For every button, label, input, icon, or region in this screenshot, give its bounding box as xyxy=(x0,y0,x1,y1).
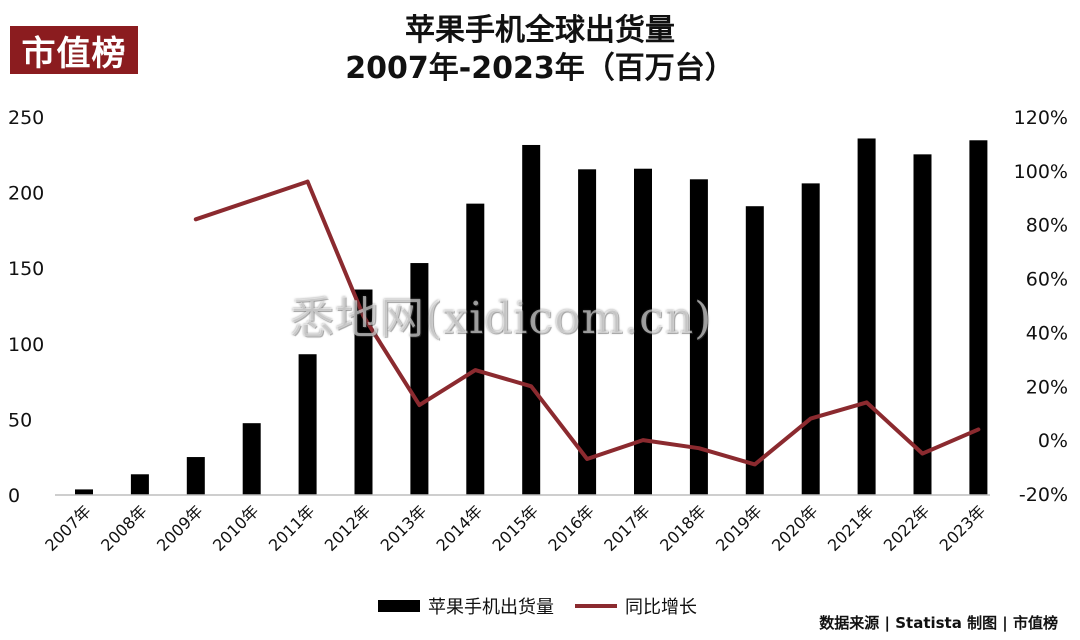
x-axis: 2007年 2008年 2009年 2010年 2011年 2012年 2013年 2014年… xyxy=(41,501,989,555)
x-tick-label: 2020年 xyxy=(768,501,822,555)
bar-series xyxy=(75,138,988,496)
legend-item-shipments: 苹果手机出货量 xyxy=(378,593,554,619)
bar xyxy=(689,179,708,495)
chart-subtitle: 2007年-2023年（百万台） xyxy=(345,51,735,86)
x-tick-label: 2011年 xyxy=(265,501,319,555)
legend-line-swatch xyxy=(575,604,617,608)
left-tick-label: 200 xyxy=(8,183,44,205)
bar xyxy=(578,169,597,496)
bar xyxy=(186,457,205,495)
legend-label-shipments: 苹果手机出货量 xyxy=(428,597,554,618)
source-note: 数据来源 | Statista 制图 | 市值榜 xyxy=(819,614,1058,632)
left-axis: 0 50 100 150 200 250 xyxy=(8,107,44,507)
right-tick-label: 60% xyxy=(1026,269,1068,291)
bar xyxy=(298,354,317,495)
bar xyxy=(969,140,988,496)
x-tick-label: 2021年 xyxy=(824,501,878,555)
x-tick-label: 2014年 xyxy=(433,501,487,555)
legend-item-growth: 同比增长 xyxy=(575,593,697,619)
right-axis: -20% 0% 20% 40% 60% 80% 100% 120% xyxy=(1014,107,1068,506)
x-tick-label: 2019年 xyxy=(712,501,766,555)
left-tick-label: 100 xyxy=(8,334,44,356)
bar xyxy=(913,154,932,495)
growth-line xyxy=(305,179,981,467)
bar xyxy=(857,138,876,495)
bar xyxy=(410,263,429,495)
legend-label-growth: 同比增长 xyxy=(625,597,697,618)
bar xyxy=(466,203,485,495)
bar xyxy=(522,144,541,496)
right-tick-label: 80% xyxy=(1026,215,1068,237)
x-tick-label: 2007年 xyxy=(41,501,95,555)
bar xyxy=(801,183,820,495)
right-tick-label: -20% xyxy=(1019,484,1068,506)
right-tick-label: 0% xyxy=(1038,430,1068,452)
x-tick-label: 2013年 xyxy=(377,501,431,555)
chart-title: 苹果手机全球出货量 xyxy=(405,13,675,48)
left-tick-label: 250 xyxy=(8,107,44,129)
x-tick-label: 2012年 xyxy=(321,501,375,555)
left-tick-label: 150 xyxy=(8,258,44,280)
right-tick-label: 120% xyxy=(1014,107,1068,129)
bar xyxy=(75,489,93,495)
right-tick-label: 40% xyxy=(1026,322,1068,344)
right-tick-label: 20% xyxy=(1026,376,1068,398)
right-tick-label: 100% xyxy=(1014,161,1068,183)
growth-line-series xyxy=(193,179,981,467)
x-tick-label: 2016年 xyxy=(544,501,598,555)
x-tick-label: 2010年 xyxy=(209,501,263,555)
x-tick-label: 2018年 xyxy=(656,501,710,555)
x-tick-label: 2015年 xyxy=(488,501,542,555)
left-tick-label: 0 xyxy=(8,485,20,507)
left-tick-label: 50 xyxy=(8,409,32,431)
x-tick-label: 2017年 xyxy=(600,501,654,555)
bar xyxy=(354,289,373,495)
bar xyxy=(242,423,261,495)
legend-bar-swatch xyxy=(378,600,420,612)
bar xyxy=(634,168,652,496)
growth-line-gap-connector xyxy=(193,179,310,222)
bar xyxy=(745,206,764,495)
x-tick-label: 2022年 xyxy=(880,501,934,555)
legend: 苹果手机出货量 同比增长 xyxy=(0,593,1080,619)
x-tick-label: 2023年 xyxy=(936,501,990,555)
brand-logo: 市值榜 xyxy=(10,26,138,74)
x-tick-label: 2009年 xyxy=(153,501,207,555)
x-tick-label: 2008年 xyxy=(97,501,151,555)
bar xyxy=(130,474,149,495)
